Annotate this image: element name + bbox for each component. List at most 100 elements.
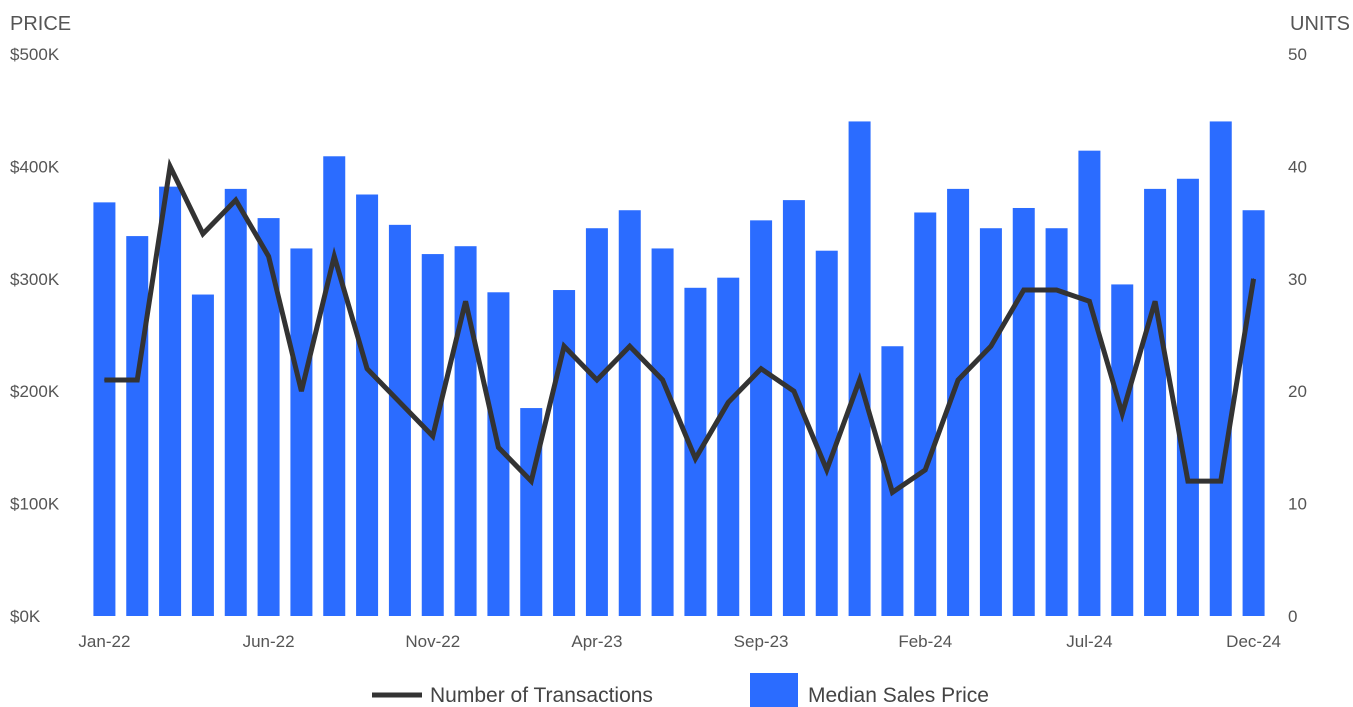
bar <box>1176 178 1199 616</box>
line-point <box>1154 300 1156 302</box>
x-tick-label: Apr-23 <box>571 632 622 651</box>
bar <box>1045 228 1068 616</box>
line-point <box>103 379 105 381</box>
bar <box>487 292 510 616</box>
bar <box>684 287 707 616</box>
x-tick-label: Feb-24 <box>898 632 952 651</box>
line-point <box>596 379 598 381</box>
line-point <box>662 379 664 381</box>
bar <box>717 277 740 616</box>
bar <box>1078 150 1101 616</box>
line-point <box>235 199 237 201</box>
left-tick-label: $300K <box>10 270 60 289</box>
line-point <box>465 300 467 302</box>
left-tick-label: $0K <box>10 607 41 626</box>
line-point <box>300 390 302 392</box>
bar <box>1111 284 1134 616</box>
line-point <box>1121 413 1123 415</box>
line-point <box>1220 480 1222 482</box>
bar <box>979 228 1002 616</box>
line-point <box>268 255 270 257</box>
bar <box>224 188 247 616</box>
line-point <box>727 401 729 403</box>
right-tick-label: 0 <box>1288 607 1297 626</box>
bar <box>159 186 182 616</box>
legend-label-price: Median Sales Price <box>808 684 989 707</box>
x-tick-label: Jul-24 <box>1066 632 1112 651</box>
bar <box>1012 207 1035 616</box>
bar <box>815 250 838 616</box>
bar <box>1209 121 1232 616</box>
line-point <box>1253 278 1255 280</box>
line-point <box>859 379 861 381</box>
line-point <box>399 401 401 403</box>
left-tick-label: $200K <box>10 382 60 401</box>
left-tick-label: $500K <box>10 45 60 64</box>
left-axis: $0K $100K $200K $300K $400K $500K <box>10 45 60 626</box>
bar <box>290 248 313 616</box>
bar <box>618 210 641 616</box>
line-point <box>957 379 959 381</box>
line-point <box>136 379 138 381</box>
bar <box>553 290 576 616</box>
bar <box>750 220 773 617</box>
x-tick-label: Dec-24 <box>1226 632 1281 651</box>
line-point <box>694 458 696 460</box>
right-tick-label: 10 <box>1288 495 1307 514</box>
x-tick-label: Sep-23 <box>734 632 789 651</box>
legend: Number of Transactions Median Sales Pric… <box>372 673 989 707</box>
bar <box>1144 188 1167 616</box>
line-point <box>760 368 762 370</box>
bar-series <box>93 121 1265 617</box>
bar <box>454 246 477 617</box>
line-point <box>497 446 499 448</box>
bar <box>782 200 805 616</box>
bar <box>881 346 904 616</box>
bar <box>914 212 937 616</box>
line-point <box>1088 300 1090 302</box>
left-axis-title: PRICE <box>10 13 71 35</box>
transactions-line <box>104 158 1257 497</box>
line-point <box>530 480 532 482</box>
legend-label-transactions: Number of Transactions <box>430 684 653 707</box>
bar <box>126 236 149 616</box>
right-tick-label: 20 <box>1288 382 1307 401</box>
right-axis-title: UNITS <box>1290 13 1350 35</box>
line-point <box>1056 289 1058 291</box>
x-axis: Jan-22 Jun-22 Nov-22 Apr-23 Sep-23 Feb-24 Jul-… <box>78 632 1281 651</box>
line-point <box>202 233 204 235</box>
right-tick-label: 30 <box>1288 270 1307 289</box>
line-point <box>432 435 434 437</box>
left-tick-label: $400K <box>10 157 60 176</box>
bar <box>585 228 608 616</box>
line-point <box>793 390 795 392</box>
bar <box>388 224 411 616</box>
bar <box>323 156 346 616</box>
bar <box>848 121 871 616</box>
line-point <box>924 469 926 471</box>
line-point <box>1187 480 1189 482</box>
line-point <box>563 345 565 347</box>
right-axis: 0 10 20 30 40 50 <box>1288 45 1307 626</box>
x-tick-label: Jan-22 <box>78 632 130 651</box>
line-series <box>103 158 1257 497</box>
line-point <box>366 368 368 370</box>
line-point <box>990 345 992 347</box>
bar <box>1242 210 1265 616</box>
line-point <box>629 345 631 347</box>
line-point <box>169 165 171 167</box>
bar <box>651 248 674 616</box>
line-point <box>1023 289 1025 291</box>
right-tick-label: 50 <box>1288 45 1307 64</box>
x-tick-label: Jun-22 <box>243 632 295 651</box>
bar <box>191 294 214 616</box>
bar <box>93 202 116 617</box>
legend-bar-swatch <box>750 673 798 707</box>
bar <box>356 194 379 616</box>
line-point <box>826 469 828 471</box>
left-tick-label: $100K <box>10 495 60 514</box>
x-tick-label: Nov-22 <box>405 632 460 651</box>
bar <box>947 188 970 616</box>
